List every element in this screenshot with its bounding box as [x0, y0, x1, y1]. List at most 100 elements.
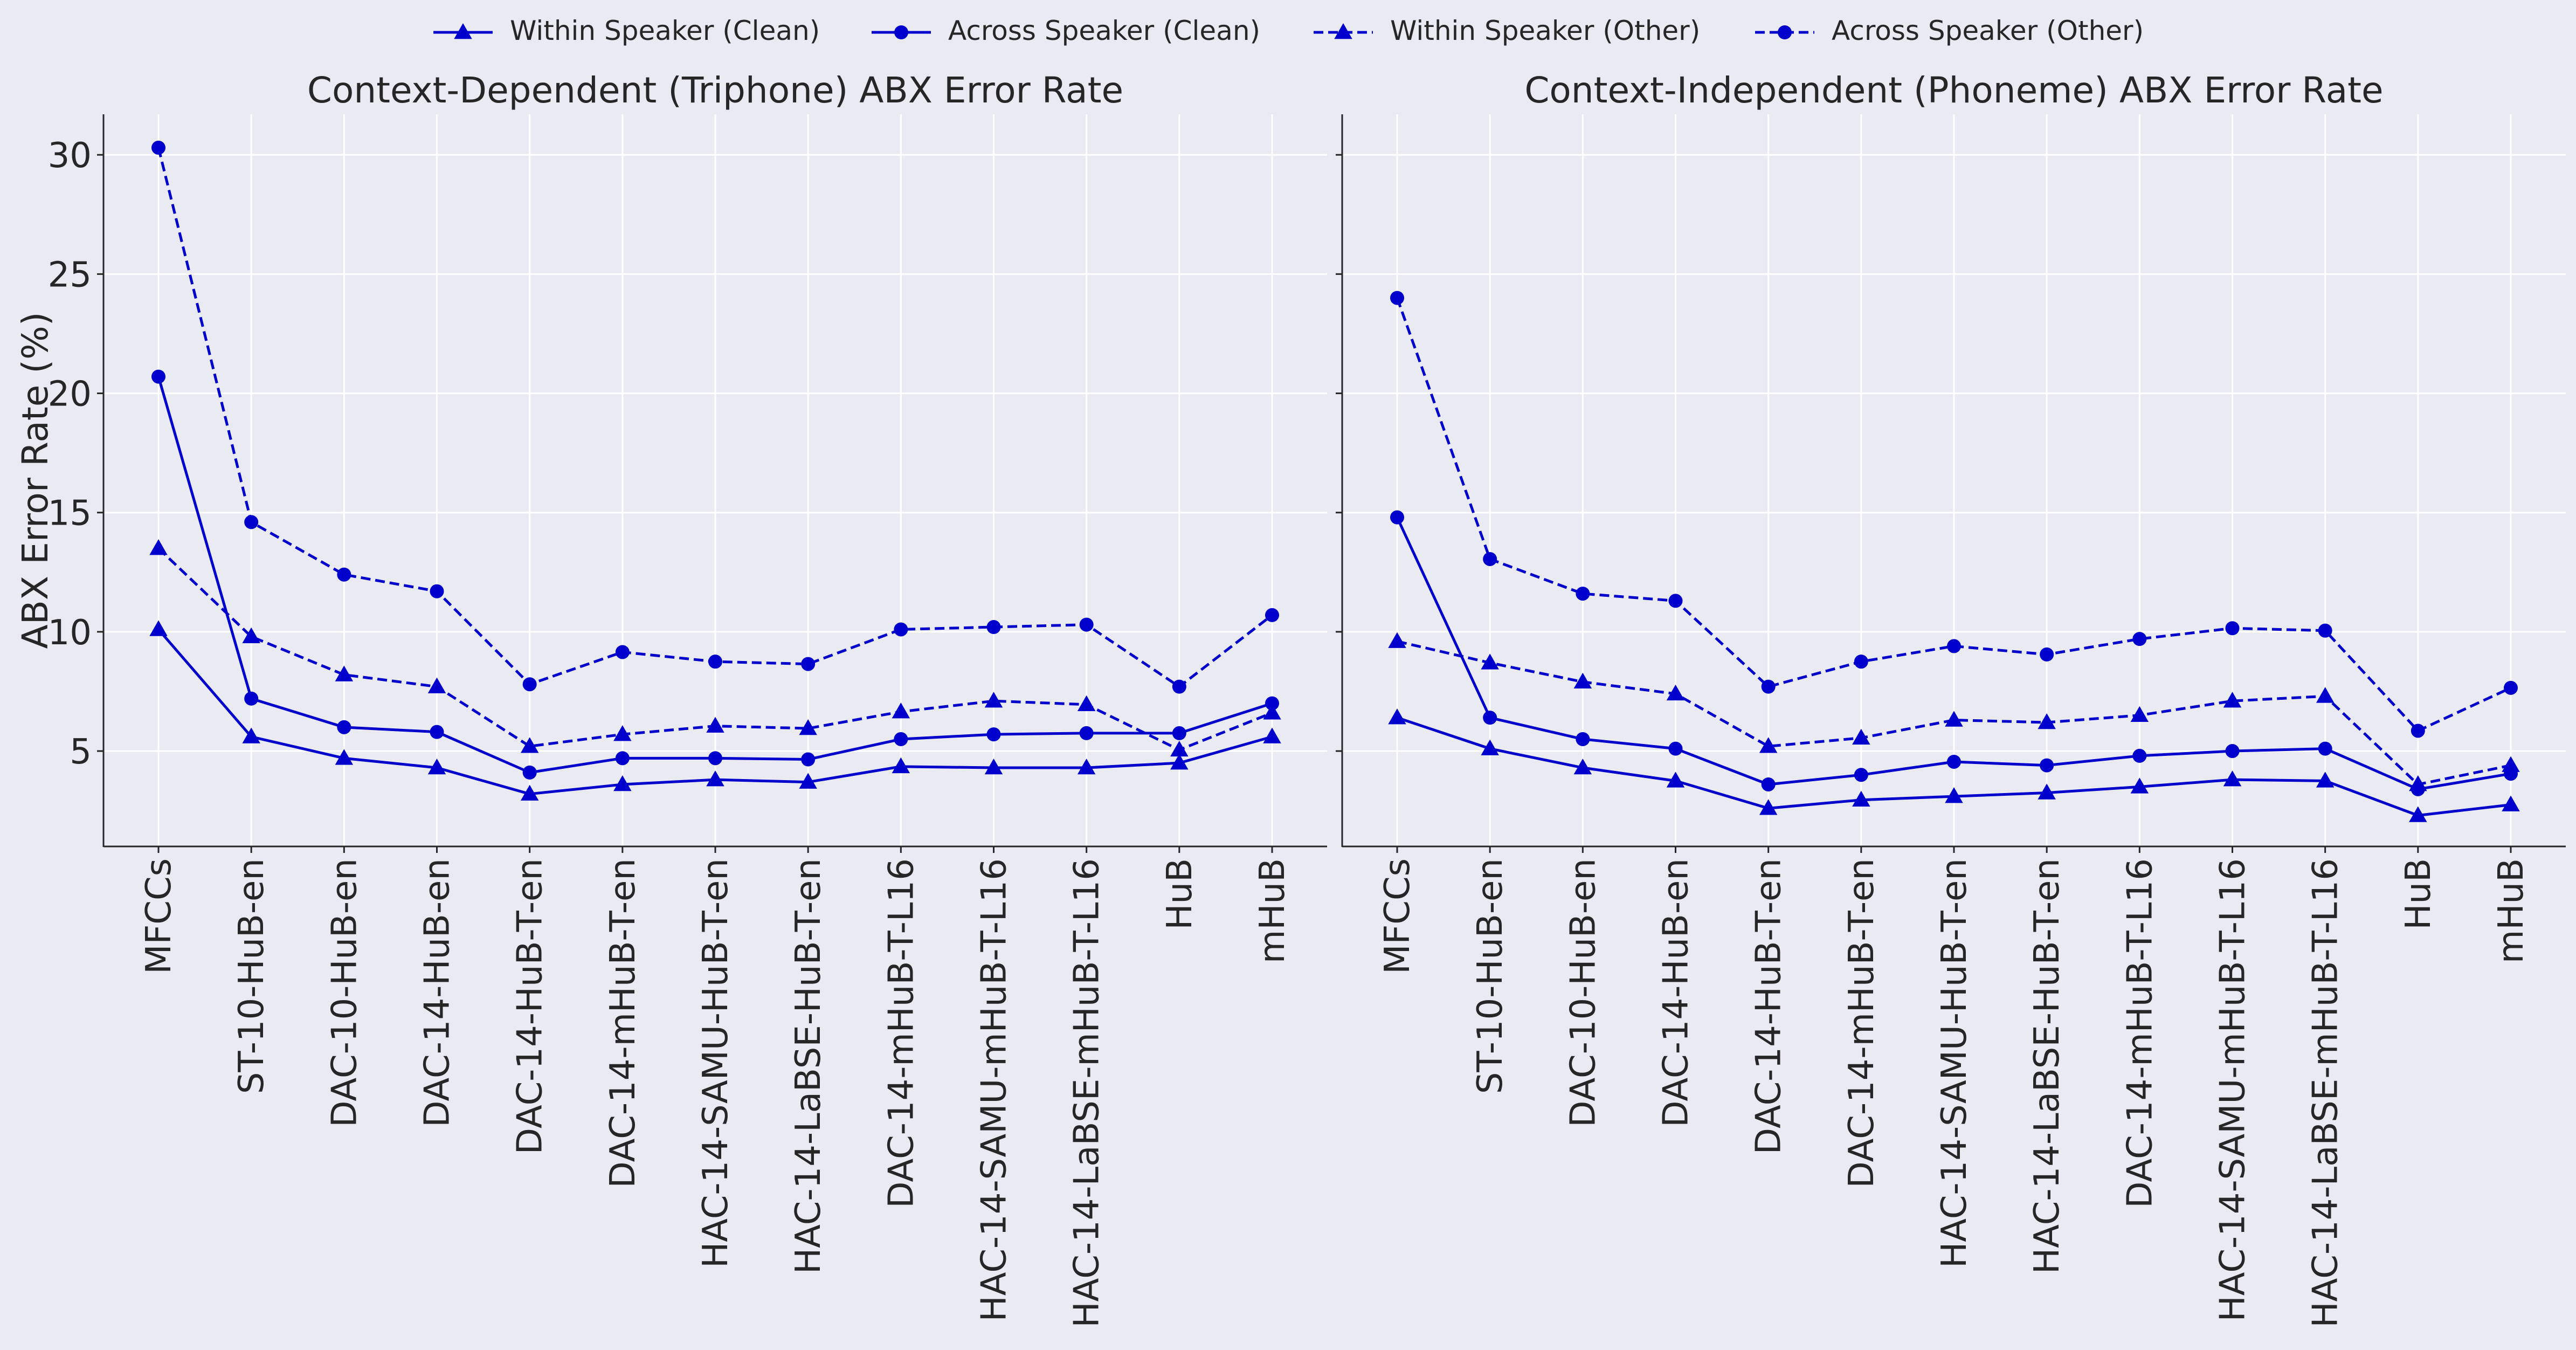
- data-point: [1761, 679, 1776, 694]
- data-point: [1854, 655, 1868, 669]
- data-point: [2040, 758, 2054, 773]
- x-tick-label: DAC-14-mHuB-T-L16: [881, 858, 921, 1208]
- data-point: [1668, 741, 1683, 756]
- data-point: [2504, 680, 2518, 695]
- data-point: [1077, 695, 1096, 712]
- data-point: [522, 765, 537, 780]
- data-point: [2130, 706, 2149, 722]
- data-point: [149, 620, 168, 636]
- grid: [1342, 114, 2566, 846]
- grid: [103, 114, 1327, 846]
- x-tick-label: DAC-14-mHuB-T-en: [1842, 858, 1882, 1188]
- x-tick-label: HAC-14-SAMU-HuB-T-en: [1935, 858, 1974, 1268]
- y-tick-label: 20: [48, 375, 92, 415]
- data-point: [708, 751, 722, 766]
- x-tick-label: HAC-14-LaBSE-HuB-T-en: [2027, 858, 2067, 1274]
- data-point: [244, 515, 259, 529]
- data-point: [335, 749, 354, 765]
- data-point: [2225, 744, 2240, 759]
- legend-marker-0: [454, 23, 472, 39]
- data-point: [986, 727, 1001, 742]
- data-point: [1759, 799, 1778, 815]
- data-point: [1761, 777, 1776, 791]
- data-point: [2318, 741, 2332, 756]
- data-point: [615, 645, 630, 659]
- data-point: [615, 751, 630, 766]
- series-across-speaker-clean: [151, 369, 1279, 780]
- x-tick-label: MFCCs: [139, 858, 179, 974]
- data-point: [1265, 608, 1279, 622]
- data-point: [892, 757, 910, 774]
- chart-title: Context-Dependent (Triphone) ABX Error R…: [307, 70, 1123, 111]
- data-point: [335, 665, 354, 681]
- data-point: [2409, 775, 2427, 791]
- data-point: [2225, 621, 2240, 636]
- x-tick-label: ST-10-HuB-en: [1470, 858, 1510, 1094]
- x-tick-label: HAC-14-LaBSE-mHuB-T-L16: [2306, 858, 2346, 1327]
- x-tick-label: DAC-10-HuB-en: [1563, 858, 1603, 1127]
- data-point: [1079, 726, 1094, 740]
- x-tick-label: HuB: [2399, 858, 2439, 930]
- data-point: [1263, 727, 1281, 743]
- data-point: [1852, 790, 1870, 807]
- data-point: [2040, 647, 2054, 662]
- data-point: [2409, 806, 2427, 822]
- x-tick-label: MFCCs: [1378, 858, 1418, 974]
- data-point: [151, 140, 165, 155]
- data-point: [1945, 711, 1963, 727]
- series-within-speaker-clean: [1388, 708, 2520, 822]
- data-point: [520, 784, 539, 801]
- data-point: [1481, 739, 1499, 755]
- data-point: [2502, 756, 2520, 772]
- data-point: [1390, 510, 1404, 525]
- data-point: [801, 657, 816, 671]
- chart-title: Context-Independent (Phoneme) ABX Error …: [1524, 70, 2383, 111]
- x-tick-label: mHuB: [1253, 858, 1293, 963]
- data-point: [986, 620, 1001, 635]
- data-point: [2318, 623, 2332, 638]
- data-point: [244, 691, 259, 706]
- data-point: [1666, 772, 1685, 788]
- phoneme-panel: MFCCs ST-10-HuB-en DAC-10-HuB-en DAC-14-HuB…: [1336, 70, 2566, 1327]
- series-across-speaker-other: [1390, 291, 2518, 738]
- y-tick-label: 10: [48, 613, 92, 653]
- x-tick-label: HAC-14-SAMU-mHuB-T-L16: [975, 858, 1014, 1321]
- legend-label-0: Within Speaker (Clean): [510, 15, 820, 46]
- series-within-speaker-other: [1388, 632, 2520, 791]
- y-tick-label: 30: [48, 136, 92, 176]
- data-point: [2130, 777, 2149, 794]
- x-tick-label: HAC-14-LaBSE-HuB-T-en: [789, 858, 828, 1274]
- data-point: [706, 717, 724, 733]
- data-point: [1079, 617, 1094, 632]
- data-point: [1481, 653, 1499, 670]
- data-point: [984, 759, 1003, 775]
- data-point: [2132, 748, 2147, 763]
- legend-item: Across Speaker (Other): [1755, 15, 2144, 46]
- legend-item: Within Speaker (Clean): [433, 15, 820, 46]
- data-point: [1852, 728, 1870, 745]
- data-point: [984, 692, 1003, 708]
- data-point: [2223, 692, 2242, 708]
- data-point: [1483, 711, 1497, 725]
- data-point: [1172, 726, 1186, 740]
- data-point: [1388, 708, 1406, 725]
- data-point: [1668, 594, 1683, 608]
- data-point: [894, 732, 908, 746]
- data-point: [1573, 672, 1592, 689]
- series-across-speaker-other: [151, 140, 1279, 694]
- legend-label-3: Across Speaker (Other): [1832, 15, 2144, 46]
- x-tick-label: DAC-14-HuB-en: [1656, 858, 1696, 1127]
- data-point: [1170, 754, 1189, 770]
- data-point: [892, 702, 910, 719]
- data-point: [894, 622, 908, 637]
- data-point: [2132, 632, 2147, 646]
- y-tick-label: 5: [70, 732, 92, 772]
- y-axis-label: ABX Error Rate (%): [15, 312, 56, 649]
- triphone-panel: 5 10 15 20 25 30 MFCCs ST-10-HuB-en DAC-10-HuB-e…: [15, 70, 1327, 1327]
- data-point: [149, 539, 168, 555]
- data-point: [430, 725, 444, 739]
- data-point: [337, 567, 351, 582]
- x-tick-label: ST-10-HuB-en: [232, 858, 272, 1094]
- data-point: [1172, 679, 1186, 694]
- data-point: [2223, 770, 2242, 787]
